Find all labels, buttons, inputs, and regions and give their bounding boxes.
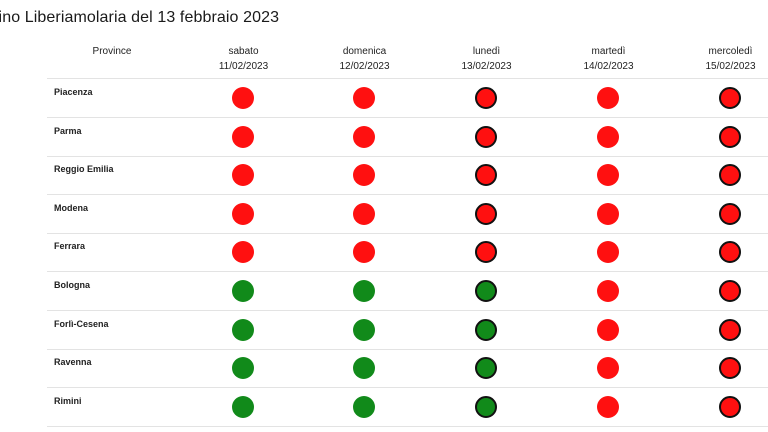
alert-dot-green (353, 280, 375, 302)
alert-dot-green (475, 318, 497, 341)
bulletin-table: Province sabato 11/02/2023 domenica 12/02/2… (47, 0, 768, 432)
alert-dot-red (475, 241, 497, 264)
alert-dot-red (475, 164, 497, 187)
alert-dot-green (475, 395, 497, 418)
alert-dot-red (232, 87, 254, 109)
table-row: Forlì-Cesena (47, 311, 768, 350)
alert-dot-red (719, 395, 741, 418)
alert-dot-green (232, 395, 254, 418)
day-date: 11/02/2023 (218, 61, 269, 72)
table-row: Parma (47, 118, 768, 157)
table-row: Piacenza (47, 79, 768, 118)
alert-dot-red (353, 241, 375, 264)
day-column-header: lunedì 13/02/2023 (426, 44, 547, 74)
province-name: Piacenza (54, 87, 93, 97)
table-row: Rimini (47, 388, 768, 427)
alert-dot-red (719, 357, 741, 380)
day-column-header: martedì 14/02/2023 (548, 44, 669, 74)
alert-dot-red (232, 125, 254, 148)
alert-dot-red (719, 241, 741, 264)
province-name: Reggio Emilia (54, 164, 114, 175)
province-name: Rimini (54, 395, 82, 406)
alert-dot-red (353, 164, 375, 187)
alert-dot-red (353, 125, 375, 148)
day-name: sabato (228, 46, 259, 57)
day-date: 13/02/2023 (461, 61, 512, 72)
table-row: Ravenna (47, 349, 768, 389)
alert-dot-green (232, 357, 254, 380)
province-name: Modena (54, 202, 89, 213)
alert-dot-red (719, 87, 741, 109)
day-date: 14/02/2023 (583, 61, 634, 72)
day-column-header: sabato 11/02/2023 (183, 44, 304, 74)
province-name: Bologna (54, 280, 90, 290)
day-column-header: mercoledì 15/02/2023 (670, 44, 768, 74)
alert-dot-green (475, 280, 497, 302)
alert-dot-red (475, 87, 497, 109)
province-column-header: Province (92, 46, 132, 57)
day-name: lunedì (472, 46, 501, 57)
alert-dot-red (597, 357, 619, 380)
alert-dot-green (232, 318, 254, 341)
table-row: Bologna (47, 272, 768, 311)
alert-dot-red (232, 241, 254, 264)
table-row: Ferrara (47, 233, 768, 273)
day-date: 12/02/2023 (339, 61, 390, 72)
alert-dot-red (353, 202, 375, 225)
alert-dot-red (232, 164, 254, 187)
province-name: Parma (54, 125, 82, 136)
province-name: Ferrara (54, 241, 86, 252)
alert-dot-red (353, 87, 375, 109)
day-name: mercoledì (708, 46, 753, 57)
day-name: domenica (342, 46, 387, 57)
table-row: Modena (47, 195, 768, 234)
day-name: martedì (591, 46, 626, 57)
alert-dot-red (597, 202, 619, 225)
alert-dot-red (597, 241, 619, 264)
alert-dot-green (232, 280, 254, 302)
province-name: Forlì-Cesena (54, 318, 109, 329)
day-date: 15/02/2023 (705, 61, 756, 72)
page-title: tino Liberiamolaria del 13 febbraio 2023 (0, 9, 280, 26)
alert-dot-red (597, 125, 619, 148)
alert-dot-green (353, 318, 375, 341)
alert-dot-green (353, 357, 375, 380)
alert-dot-red (719, 318, 741, 341)
alert-dot-green (475, 357, 497, 380)
alert-dot-red (719, 280, 741, 302)
alert-dot-red (719, 202, 741, 225)
alert-dot-red (597, 87, 619, 109)
table-header-row: Province sabato 11/02/2023 domenica 12/02/2… (47, 44, 768, 79)
alert-dot-green (353, 395, 375, 418)
alert-dot-red (719, 164, 741, 187)
alert-dot-red (232, 202, 254, 225)
table-row: Reggio Emilia (47, 156, 768, 196)
alert-dot-red (597, 395, 619, 418)
alert-dot-red (719, 125, 741, 148)
province-name: Ravenna (54, 357, 92, 368)
alert-dot-red (475, 125, 497, 148)
alert-dot-red (597, 280, 619, 302)
alert-dot-red (597, 318, 619, 341)
alert-dot-red (597, 164, 619, 187)
day-column-header: domenica 12/02/2023 (304, 44, 425, 74)
alert-dot-red (475, 202, 497, 225)
